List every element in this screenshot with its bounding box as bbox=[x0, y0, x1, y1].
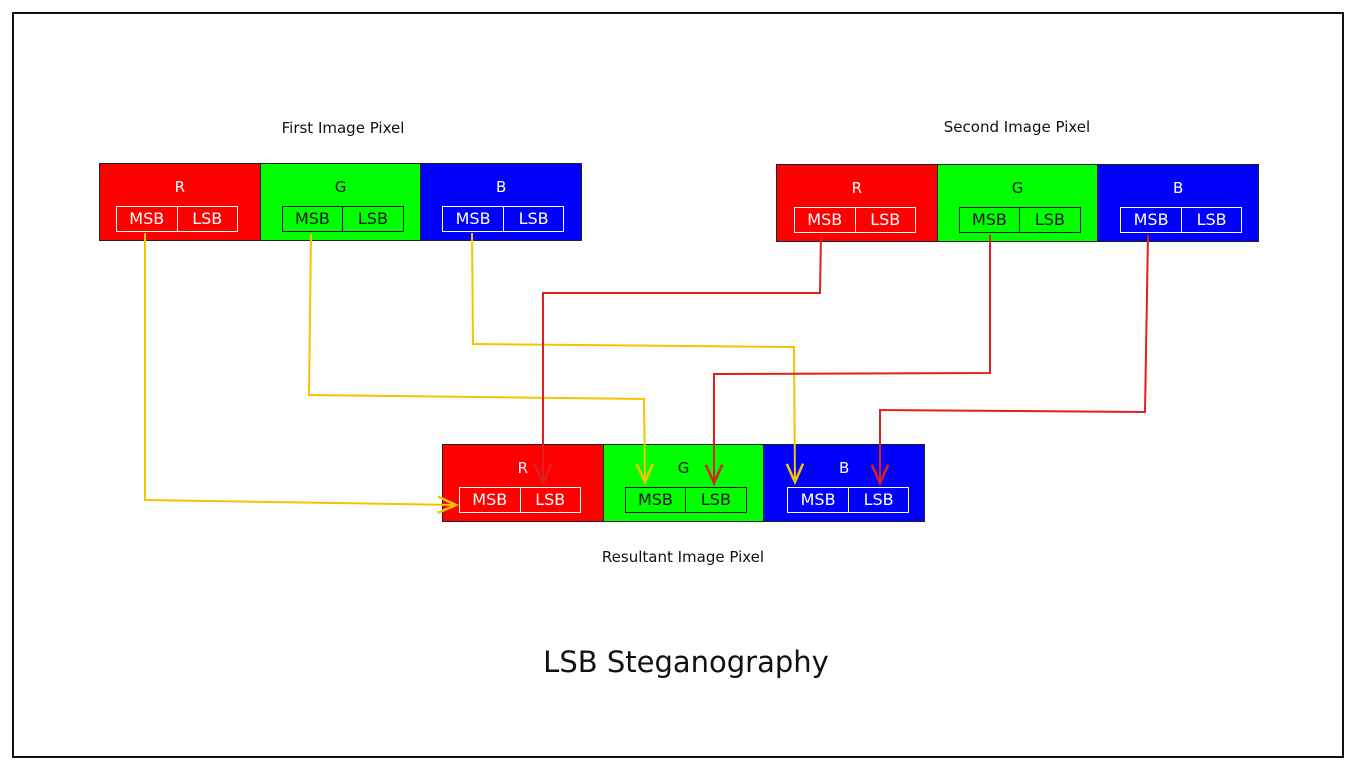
arrowhead-icon bbox=[437, 495, 460, 515]
arrow-second-G-MSB-to-result-G-LSB bbox=[704, 235, 991, 487]
diagram-title: LSB Steganography bbox=[543, 645, 829, 679]
arrow-first-G-MSB-to-result-G-MSB bbox=[307, 233, 655, 486]
second-image-pixel: R MSB LSB G MSB LSB B MSB LSB bbox=[776, 164, 1259, 242]
bit-box: MSB LSB bbox=[459, 487, 581, 513]
second-blue-channel: B MSB LSB bbox=[1098, 165, 1259, 241]
arrow-second-B-MSB-to-result-B-LSB bbox=[870, 234, 1149, 487]
result-red-channel: R MSB LSB bbox=[443, 445, 604, 521]
bit-box: MSB LSB bbox=[958, 207, 1081, 233]
msb-label: MSB bbox=[443, 207, 504, 231]
bit-box: MSB LSB bbox=[281, 206, 404, 232]
msb-label: MSB bbox=[117, 207, 178, 231]
msb-label: MSB bbox=[460, 488, 521, 512]
lsb-label: LSB bbox=[518, 209, 549, 228]
channel-letter: B bbox=[839, 459, 850, 477]
bit-box: MSB LSB bbox=[116, 206, 238, 232]
channel-letter: G bbox=[334, 178, 347, 196]
lsb-label: LSB bbox=[700, 490, 731, 509]
msb-label: MSB bbox=[795, 208, 856, 232]
arrowhead-icon bbox=[870, 464, 890, 487]
msb-label: MSB bbox=[960, 208, 1021, 232]
first-pixel-label: First Image Pixel bbox=[281, 119, 405, 137]
arrowhead-icon bbox=[704, 464, 724, 487]
lsb-label: LSB bbox=[1196, 210, 1227, 229]
bit-box: MSB LSB bbox=[624, 487, 747, 513]
channel-letter: B bbox=[1173, 179, 1184, 197]
channel-letter: R bbox=[174, 178, 186, 196]
lsb-label: LSB bbox=[535, 490, 566, 509]
first-image-pixel: R MSB LSB G MSB LSB B MSB LSB bbox=[99, 163, 582, 241]
result-pixel-label: Resultant Image Pixel bbox=[601, 548, 765, 566]
channel-letter: G bbox=[1011, 179, 1024, 197]
msb-label: MSB bbox=[788, 488, 849, 512]
lsb-label: LSB bbox=[1034, 210, 1065, 229]
second-green-channel: G MSB LSB bbox=[937, 165, 1099, 241]
first-green-channel: G MSB LSB bbox=[260, 164, 422, 240]
channel-letter: R bbox=[517, 459, 529, 477]
bit-box: MSB LSB bbox=[794, 207, 916, 233]
second-red-channel: R MSB LSB bbox=[777, 165, 938, 241]
first-red-channel: R MSB LSB bbox=[100, 164, 261, 240]
second-pixel-label: Second Image Pixel bbox=[943, 118, 1091, 136]
arrow-first-R-MSB-to-result-R-MSB bbox=[144, 233, 460, 515]
channel-letter: B bbox=[496, 178, 507, 196]
bit-box: MSB LSB bbox=[1120, 207, 1243, 233]
bit-box: MSB LSB bbox=[442, 206, 565, 232]
result-green-channel: G MSB LSB bbox=[603, 445, 765, 521]
arrow-first-B-MSB-to-result-B-MSB bbox=[471, 232, 805, 486]
first-blue-channel: B MSB LSB bbox=[421, 164, 582, 240]
lsb-label: LSB bbox=[870, 210, 901, 229]
arrowhead-icon bbox=[533, 464, 553, 487]
lsb-label: LSB bbox=[863, 490, 894, 509]
msb-label: MSB bbox=[283, 207, 344, 231]
bit-box: MSB LSB bbox=[787, 487, 910, 513]
diagram-frame bbox=[12, 12, 1344, 758]
result-blue-channel: B MSB LSB bbox=[764, 445, 925, 521]
channel-letter: G bbox=[677, 459, 690, 477]
arrow-second-R-MSB-to-result-R-LSB bbox=[533, 233, 822, 487]
arrowhead-icon bbox=[785, 463, 805, 486]
channel-letter: R bbox=[851, 179, 863, 197]
msb-label: MSB bbox=[626, 488, 687, 512]
resultant-image-pixel: R MSB LSB G MSB LSB B MSB LSB bbox=[442, 444, 925, 522]
lsb-label: LSB bbox=[357, 209, 388, 228]
arrowhead-icon bbox=[635, 463, 655, 486]
msb-label: MSB bbox=[1121, 208, 1182, 232]
lsb-label: LSB bbox=[192, 209, 223, 228]
